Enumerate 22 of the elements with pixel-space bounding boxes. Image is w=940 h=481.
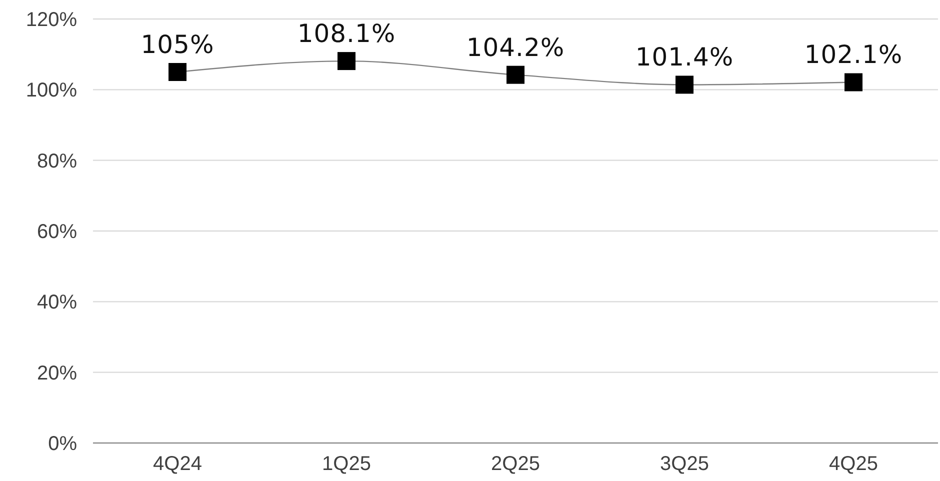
y-tick-label: 60% xyxy=(36,221,78,243)
y-tick-label: 100% xyxy=(26,80,78,102)
y-tick-label: 80% xyxy=(36,150,78,172)
x-tick-label: 4Q24 xyxy=(153,453,202,475)
data-label: 102.1% xyxy=(804,40,903,70)
data-label: 105% xyxy=(140,30,214,59)
y-tick-label: 0% xyxy=(48,433,78,455)
point xyxy=(338,52,356,70)
y-tick-label: 120% xyxy=(26,9,78,31)
y-tick-label: 20% xyxy=(36,362,78,384)
x-tick-label: 4Q25 xyxy=(829,453,878,475)
point xyxy=(676,76,694,94)
data-label: 101.4% xyxy=(635,42,734,72)
x-tick-label: 2Q25 xyxy=(491,453,540,475)
x-tick-label: 3Q25 xyxy=(660,453,709,475)
point xyxy=(506,66,524,84)
data-label: 104.2% xyxy=(466,32,565,62)
data-label: 108.1% xyxy=(297,19,396,48)
x-tick-label: 1Q25 xyxy=(322,453,371,475)
point xyxy=(168,63,186,81)
point xyxy=(844,73,862,92)
y-tick-label: 40% xyxy=(36,292,78,314)
